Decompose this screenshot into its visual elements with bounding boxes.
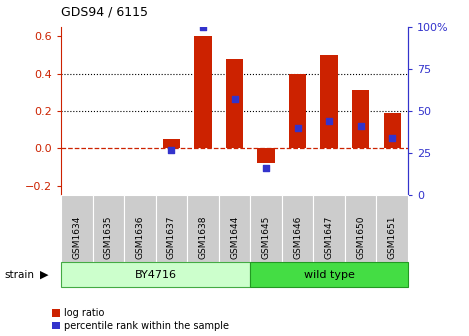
Point xyxy=(262,165,270,171)
Text: ▶: ▶ xyxy=(40,270,48,280)
Text: strain: strain xyxy=(5,270,35,280)
Text: GSM1650: GSM1650 xyxy=(356,215,365,259)
Text: GSM1635: GSM1635 xyxy=(104,215,113,259)
Point xyxy=(231,96,238,102)
Text: GSM1638: GSM1638 xyxy=(198,215,207,259)
Text: BY4716: BY4716 xyxy=(135,270,177,280)
Point xyxy=(325,118,333,124)
Point xyxy=(167,147,175,152)
Text: wild type: wild type xyxy=(304,270,355,280)
Bar xyxy=(194,36,212,148)
Text: GSM1636: GSM1636 xyxy=(136,215,144,259)
Legend: log ratio, percentile rank within the sample: log ratio, percentile rank within the sa… xyxy=(52,308,229,331)
Bar xyxy=(352,90,370,148)
Point xyxy=(294,125,302,130)
Text: GSM1644: GSM1644 xyxy=(230,215,239,259)
Bar xyxy=(226,58,243,148)
Bar xyxy=(289,74,306,148)
Point xyxy=(199,24,207,30)
Text: GDS94 / 6115: GDS94 / 6115 xyxy=(61,5,148,18)
Point xyxy=(388,135,396,140)
Text: GSM1637: GSM1637 xyxy=(167,215,176,259)
Text: GSM1645: GSM1645 xyxy=(262,215,271,259)
Text: GSM1647: GSM1647 xyxy=(325,215,333,259)
Bar xyxy=(257,148,275,163)
Bar xyxy=(320,55,338,148)
Text: GSM1651: GSM1651 xyxy=(388,215,397,259)
Bar xyxy=(384,113,401,148)
Bar xyxy=(163,139,180,148)
Text: GSM1646: GSM1646 xyxy=(293,215,302,259)
Text: GSM1634: GSM1634 xyxy=(72,215,81,259)
Point xyxy=(357,123,364,129)
